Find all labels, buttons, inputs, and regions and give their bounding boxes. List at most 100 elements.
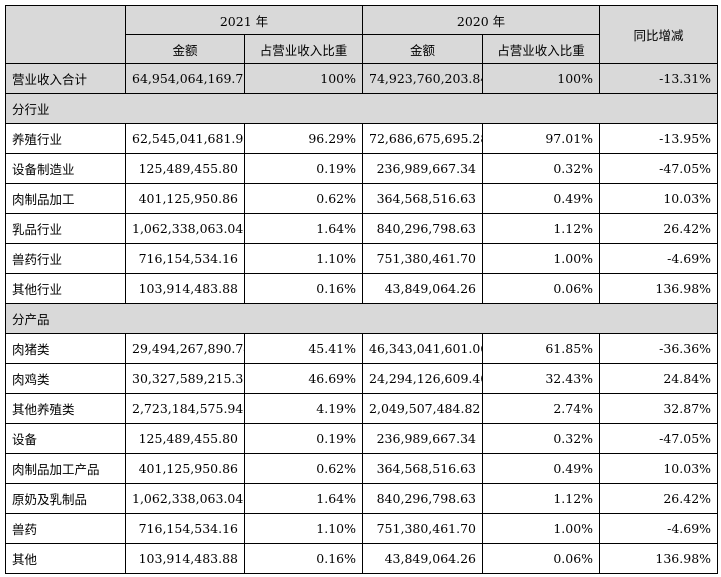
cell-amount-2021: 716,154,534.16 (125, 513, 245, 544)
cell-amount-2020: 43,849,064.26 (362, 273, 484, 304)
cell-share-2020: 0.06% (482, 273, 601, 304)
cell-amount-2020: 364,568,516.63 (362, 453, 484, 484)
cell-yoy: 10.03% (599, 453, 719, 484)
cell-amount-2021: 29,494,267,890.74 (125, 333, 245, 364)
cell-yoy: -36.36% (599, 333, 719, 364)
table-row: 乳品行业 1,062,338,063.04 1.64% 840,296,798.63 1… (5, 213, 719, 244)
row-label: 原奶及乳制品 (5, 483, 126, 514)
cell-amount-2020: 24,294,126,609.40 (362, 363, 484, 394)
cell-share-2020: 1.00% (482, 243, 601, 274)
cell-amount-2021: 401,125,950.86 (125, 453, 245, 484)
header-row-years: 2021 年 2020 年 同比增减 (5, 5, 719, 64)
table-row: 兽药 716,154,534.16 1.10% 751,380,461.70 1.00%… (5, 513, 719, 544)
cell-share-2020: 0.49% (482, 453, 601, 484)
cell-amount-2021: 716,154,534.16 (125, 243, 245, 274)
cell-share-2020: 1.12% (482, 213, 601, 244)
cell-share-2020: 0.06% (482, 543, 601, 574)
cell-share-2021: 46.69% (243, 363, 364, 394)
total-share-2021: 100% (243, 63, 364, 94)
revenue-table-body: 2021 年 2020 年 同比增减 金额 占营业收入比重 金额 占营业收入比重… (4, 5, 719, 574)
cell-share-2021: 0.62% (243, 183, 364, 214)
cell-amount-2020: 72,686,675,695.28 (362, 123, 484, 154)
cell-amount-2020: 751,380,461.70 (362, 243, 484, 274)
header-share-2020: 占营业收入比重 (482, 34, 601, 64)
cell-share-2020: 97.01% (482, 123, 601, 154)
header-row-columns: 金额 占营业收入比重 金额 占营业收入比重 (6, 34, 718, 64)
header-share-2021: 占营业收入比重 (243, 34, 364, 64)
cell-amount-2021: 125,489,455.80 (125, 423, 245, 454)
cell-amount-2020: 43,849,064.26 (362, 543, 484, 574)
row-label: 养殖行业 (5, 123, 126, 154)
section-title: 分行业 (4, 93, 719, 124)
cell-amount-2021: 103,914,483.88 (125, 273, 245, 304)
table-row: 其他养殖类 2,723,184,575.94 4.19% 2,049,507,484.… (5, 393, 719, 424)
table-row: 肉制品加工 401,125,950.86 0.62% 364,568,516.63 0.… (5, 183, 719, 214)
header-year-2020: 2020 年 (362, 5, 601, 35)
row-label: 其他养殖类 (5, 393, 126, 424)
cell-share-2021: 4.19% (243, 393, 364, 424)
cell-yoy: -47.05% (599, 153, 719, 184)
cell-yoy: 26.42% (599, 483, 719, 514)
header-amount-2020: 金额 (362, 34, 484, 64)
cell-amount-2021: 401,125,950.86 (125, 183, 245, 214)
total-amount-2020: 74,923,760,203.84 (362, 63, 484, 94)
cell-amount-2020: 236,989,667.34 (362, 153, 484, 184)
cell-share-2021: 0.19% (243, 153, 364, 184)
cell-share-2021: 1.10% (243, 513, 364, 544)
cell-amount-2021: 62,545,041,681.99 (125, 123, 245, 154)
cell-yoy: -47.05% (599, 423, 719, 454)
cell-amount-2020: 840,296,798.63 (362, 213, 484, 244)
cell-amount-2021: 30,327,589,215.31 (125, 363, 245, 394)
table-row: 设备制造业 125,489,455.80 0.19% 236,989,667.34 0.… (5, 153, 719, 184)
cell-yoy: 26.42% (599, 213, 719, 244)
cell-amount-2021: 2,723,184,575.94 (125, 393, 245, 424)
cell-yoy: 32.87% (599, 393, 719, 424)
cell-share-2021: 1.64% (243, 483, 364, 514)
row-label: 肉鸡类 (5, 363, 126, 394)
table-row: 养殖行业 62,545,041,681.99 96.29% 72,686,675,69… (5, 123, 719, 154)
row-label: 兽药 (5, 513, 126, 544)
total-row: 营业收入合计 64,954,064,169.73 100% 74,923,760… (5, 63, 719, 94)
table-row: 肉猪类 29,494,267,890.74 45.41% 46,343,041,601… (5, 333, 719, 364)
cell-amount-2020: 364,568,516.63 (362, 183, 484, 214)
cell-share-2021: 45.41% (243, 333, 364, 364)
cell-yoy: 24.84% (599, 363, 719, 394)
cell-share-2021: 0.16% (243, 543, 364, 574)
total-yoy: -13.31% (599, 63, 719, 94)
row-label: 肉制品加工 (5, 183, 126, 214)
cell-share-2021: 0.62% (243, 453, 364, 484)
cell-share-2020: 61.85% (482, 333, 601, 364)
total-amount-2021: 64,954,064,169.73 (125, 63, 245, 94)
row-label: 乳品行业 (5, 213, 126, 244)
cell-yoy: -13.95% (599, 123, 719, 154)
row-label: 设备制造业 (5, 153, 126, 184)
cell-yoy: -4.69% (599, 513, 719, 544)
header-corner-cell (5, 5, 126, 64)
row-label: 设备 (5, 423, 126, 454)
header-yoy: 同比增减 (599, 5, 719, 64)
table-row: 原奶及乳制品 1,062,338,063.04 1.64% 840,296,798.6… (5, 483, 719, 514)
table-row: 其他 103,914,483.88 0.16% 43,849,064.26 0.06% 1… (5, 543, 719, 574)
cell-share-2021: 0.16% (243, 273, 364, 304)
cell-amount-2020: 2,049,507,484.82 (362, 393, 484, 424)
header-year-2021: 2021 年 (124, 5, 364, 35)
cell-share-2020: 0.49% (482, 183, 601, 214)
table-row: 肉制品加工产品 401,125,950.86 0.62% 364,568,516.63… (5, 453, 719, 484)
cell-share-2021: 96.29% (243, 123, 364, 154)
cell-share-2021: 1.64% (243, 213, 364, 244)
cell-share-2020: 32.43% (482, 363, 601, 394)
cell-amount-2020: 840,296,798.63 (362, 483, 484, 514)
cell-amount-2020: 236,989,667.34 (362, 423, 484, 454)
section-header-row: 分产品 (4, 303, 719, 334)
total-label: 营业收入合计 (5, 63, 126, 94)
row-label: 其他行业 (5, 273, 126, 304)
table-row: 设备 125,489,455.80 0.19% 236,989,667.34 0.32%… (5, 423, 719, 454)
cell-yoy: 136.98% (599, 543, 719, 574)
table-row: 其他行业 103,914,483.88 0.16% 43,849,064.26 0.06… (5, 273, 719, 304)
cell-amount-2021: 1,062,338,063.04 (125, 213, 245, 244)
cell-amount-2020: 46,343,041,601.06 (362, 333, 484, 364)
cell-amount-2021: 125,489,455.80 (125, 153, 245, 184)
cell-amount-2021: 1,062,338,063.04 (125, 483, 245, 514)
total-share-2020: 100% (482, 63, 601, 94)
row-label: 兽药行业 (5, 243, 126, 274)
